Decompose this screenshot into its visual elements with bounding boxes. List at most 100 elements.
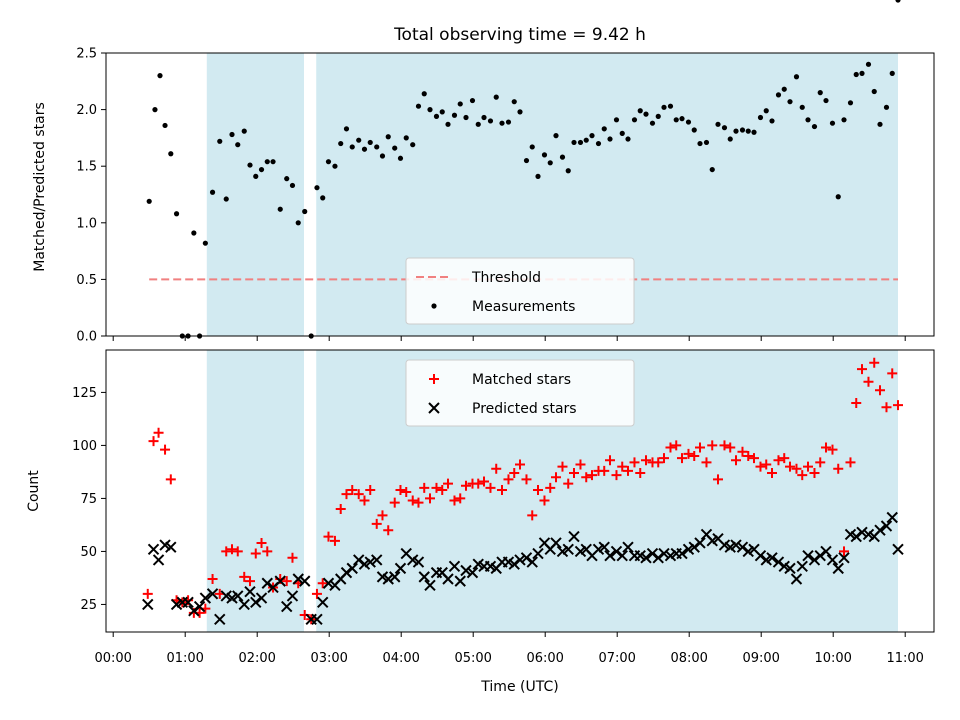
measurement-point — [270, 159, 276, 165]
predicted-star-point — [238, 598, 250, 611]
matched-star-point — [767, 467, 777, 478]
measurement-point — [403, 135, 409, 141]
matched-star-point — [815, 457, 826, 468]
predicted-star-point — [730, 539, 742, 551]
measurement-point — [421, 91, 427, 97]
matched-star-point — [160, 444, 171, 455]
predicted-star-point — [886, 511, 898, 524]
measurement-point — [258, 166, 265, 173]
matched-star-point — [701, 457, 712, 468]
matched-star-point — [395, 484, 406, 495]
measurement-point — [157, 73, 163, 79]
matched-star-point — [581, 472, 592, 483]
measurement-point — [332, 163, 338, 169]
measurement-point — [277, 206, 283, 212]
matched-star-point — [845, 457, 856, 468]
measurement-point — [325, 159, 332, 165]
matched-star-point — [665, 442, 676, 453]
matched-star-point — [881, 402, 892, 413]
measurement-point — [517, 109, 523, 115]
measurement-point — [739, 127, 746, 133]
count-axes-frame — [105, 349, 935, 633]
measurement-point — [338, 140, 344, 147]
predicted-star-point — [520, 552, 533, 564]
measurement-point — [709, 166, 715, 173]
predicted-star-point — [214, 613, 226, 625]
measurement-point — [667, 103, 674, 109]
predicted-star-point — [255, 592, 268, 604]
measurement-point — [235, 142, 241, 148]
measurement-point — [733, 128, 739, 134]
measurement-point — [829, 120, 836, 126]
predicted-star-point — [292, 573, 304, 585]
y-tick-label: 0.0 — [76, 330, 97, 345]
predicted-star-point — [442, 573, 454, 585]
predicted-star-point — [165, 541, 177, 553]
x-tick-label: 00:00 — [94, 651, 131, 666]
measurement-point — [745, 128, 751, 134]
matched-star-point — [419, 482, 430, 493]
matched-star-point — [641, 455, 651, 466]
predicted-star-point — [880, 520, 893, 532]
predicted-star-point — [814, 549, 826, 562]
measurement-point — [823, 97, 829, 104]
measurement-point — [209, 189, 216, 195]
matched-star-point — [262, 546, 273, 557]
matched-star-point — [779, 453, 790, 464]
predicted-star-point — [610, 545, 623, 558]
legend-matched-swatch — [429, 374, 439, 384]
measurement-point — [361, 146, 368, 152]
measurement-point — [241, 128, 247, 134]
measurement-point — [721, 125, 728, 131]
matched-star-point — [539, 495, 550, 506]
matched-star-point — [341, 489, 352, 500]
matched-star-point — [485, 482, 496, 493]
measurement-point — [481, 114, 487, 121]
matched-star-point — [821, 442, 831, 453]
measurement-point — [541, 152, 548, 158]
x-tick-label: 11:00 — [886, 651, 923, 666]
measurement-point — [217, 138, 223, 144]
measurement-point — [661, 104, 667, 110]
predicted-star-point — [754, 549, 767, 562]
matched-star-point — [887, 368, 898, 379]
predicted-star-point — [892, 543, 904, 556]
matched-star-point — [785, 461, 795, 472]
matched-star-point — [827, 444, 838, 455]
measurement-point — [841, 117, 847, 123]
measurement-point — [469, 97, 476, 104]
measurement-point — [451, 112, 458, 118]
measurement-point — [883, 104, 890, 110]
measurement-point — [173, 211, 180, 217]
matched-star-point — [250, 548, 261, 559]
matched-star-point — [617, 461, 628, 472]
measurement-point — [410, 142, 416, 148]
measurement-point — [865, 61, 872, 67]
predicted-star-point — [147, 543, 160, 556]
matched-star-point — [232, 546, 243, 557]
matched-star-point — [449, 495, 460, 506]
matched-star-point — [791, 463, 802, 474]
matched-star-point — [521, 474, 532, 485]
predicted-star-point — [874, 524, 886, 536]
matched-star-point — [425, 493, 435, 504]
measurement-point — [559, 154, 566, 160]
measurement-point — [571, 139, 577, 146]
measurement-point — [247, 162, 253, 168]
measurement-point — [631, 117, 638, 123]
predicted-star-point — [646, 547, 659, 560]
measurement-point — [655, 113, 661, 119]
measurement-point — [763, 108, 769, 114]
matched-star-point — [317, 578, 328, 589]
measurement-point — [191, 230, 197, 236]
x-tick-label: 07:00 — [598, 651, 635, 666]
x-tick-label: 04:00 — [382, 651, 419, 666]
predicted-star-point — [274, 575, 286, 587]
matched-star-point — [413, 497, 424, 508]
measurement-point — [673, 117, 679, 123]
measurement-point — [589, 133, 595, 139]
ratio-panel: 0.0 0.5 1.0 1.5 2.0 2.5 Matched/Predicted star… — [32, 0, 935, 345]
y-axis-label: Matched/Predicted stars — [32, 102, 48, 272]
predicted-star-point — [856, 526, 868, 539]
matched-star-point — [713, 474, 723, 485]
